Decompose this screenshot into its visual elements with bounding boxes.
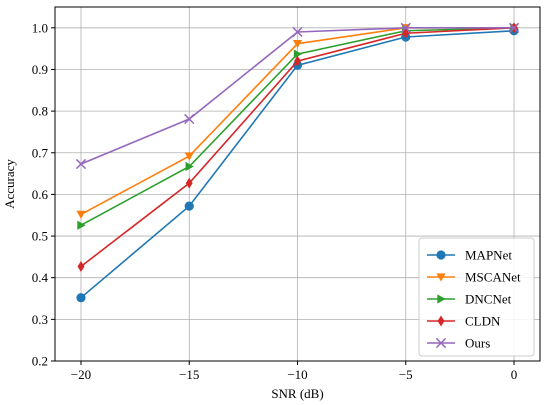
data-point — [184, 201, 194, 211]
data-point — [508, 22, 520, 33]
x-axis-label: SNR (dB) — [271, 386, 323, 401]
legend-item: MAPNet — [427, 248, 512, 263]
legend-item: CLDN — [427, 314, 501, 329]
data-point — [185, 161, 194, 172]
series-cldn — [77, 22, 518, 272]
y-tick-label: 0.9 — [32, 62, 48, 77]
series-ours — [75, 22, 520, 170]
data-point — [76, 293, 86, 303]
legend-marker — [437, 315, 445, 327]
legend-label: DNCNet — [465, 292, 512, 307]
legend-item: Ours — [427, 336, 490, 351]
legend: MAPNet MSCANet DNCNet CLDN Ours — [418, 237, 535, 357]
legend-marker — [436, 250, 446, 260]
data-point — [292, 39, 303, 49]
legend-item: MSCANet — [427, 270, 521, 285]
x-tick-label: −5 — [399, 367, 413, 382]
legend-marker — [437, 294, 446, 304]
data-point — [184, 113, 195, 125]
axis-ticks: −20 −15 −10 −5 0 0.2 0.3 0.4 0.5 0.6 0.7 0.8 0.9 1.0 — [32, 20, 518, 382]
data-point — [294, 55, 301, 67]
legend-label: Ours — [465, 336, 490, 351]
data-point — [77, 260, 85, 272]
y-tick-label: 0.6 — [32, 187, 49, 202]
legend-marker — [436, 273, 446, 282]
legend-label: MAPNet — [465, 248, 512, 263]
y-tick-label: 0.2 — [32, 354, 48, 369]
x-tick-label: −15 — [179, 367, 199, 382]
data-point — [76, 210, 86, 220]
series-lines — [75, 22, 520, 303]
data-point — [400, 22, 411, 33]
data-point — [75, 158, 87, 170]
x-tick-label: −10 — [287, 367, 307, 382]
legend-label: MSCANet — [465, 270, 521, 285]
y-axis-label: Accuracy — [2, 159, 17, 209]
y-tick-label: 0.5 — [32, 229, 48, 244]
y-tick-label: 0.3 — [32, 312, 48, 327]
x-tick-label: 0 — [511, 367, 518, 382]
y-tick-label: 0.7 — [32, 145, 49, 160]
data-point — [292, 26, 303, 38]
legend-item: DNCNet — [427, 292, 512, 307]
data-point — [77, 220, 86, 230]
legend-box — [418, 237, 535, 357]
data-point — [184, 152, 194, 161]
series-dncnet — [77, 23, 519, 230]
data-point — [293, 49, 303, 59]
data-point — [185, 177, 193, 189]
legend-label: CLDN — [465, 314, 501, 329]
y-tick-label: 0.4 — [32, 270, 49, 285]
y-tick-label: 0.8 — [32, 104, 48, 119]
x-tick-label: −20 — [71, 367, 91, 382]
y-tick-label: 1.0 — [32, 20, 48, 35]
legend-marker — [435, 337, 447, 349]
